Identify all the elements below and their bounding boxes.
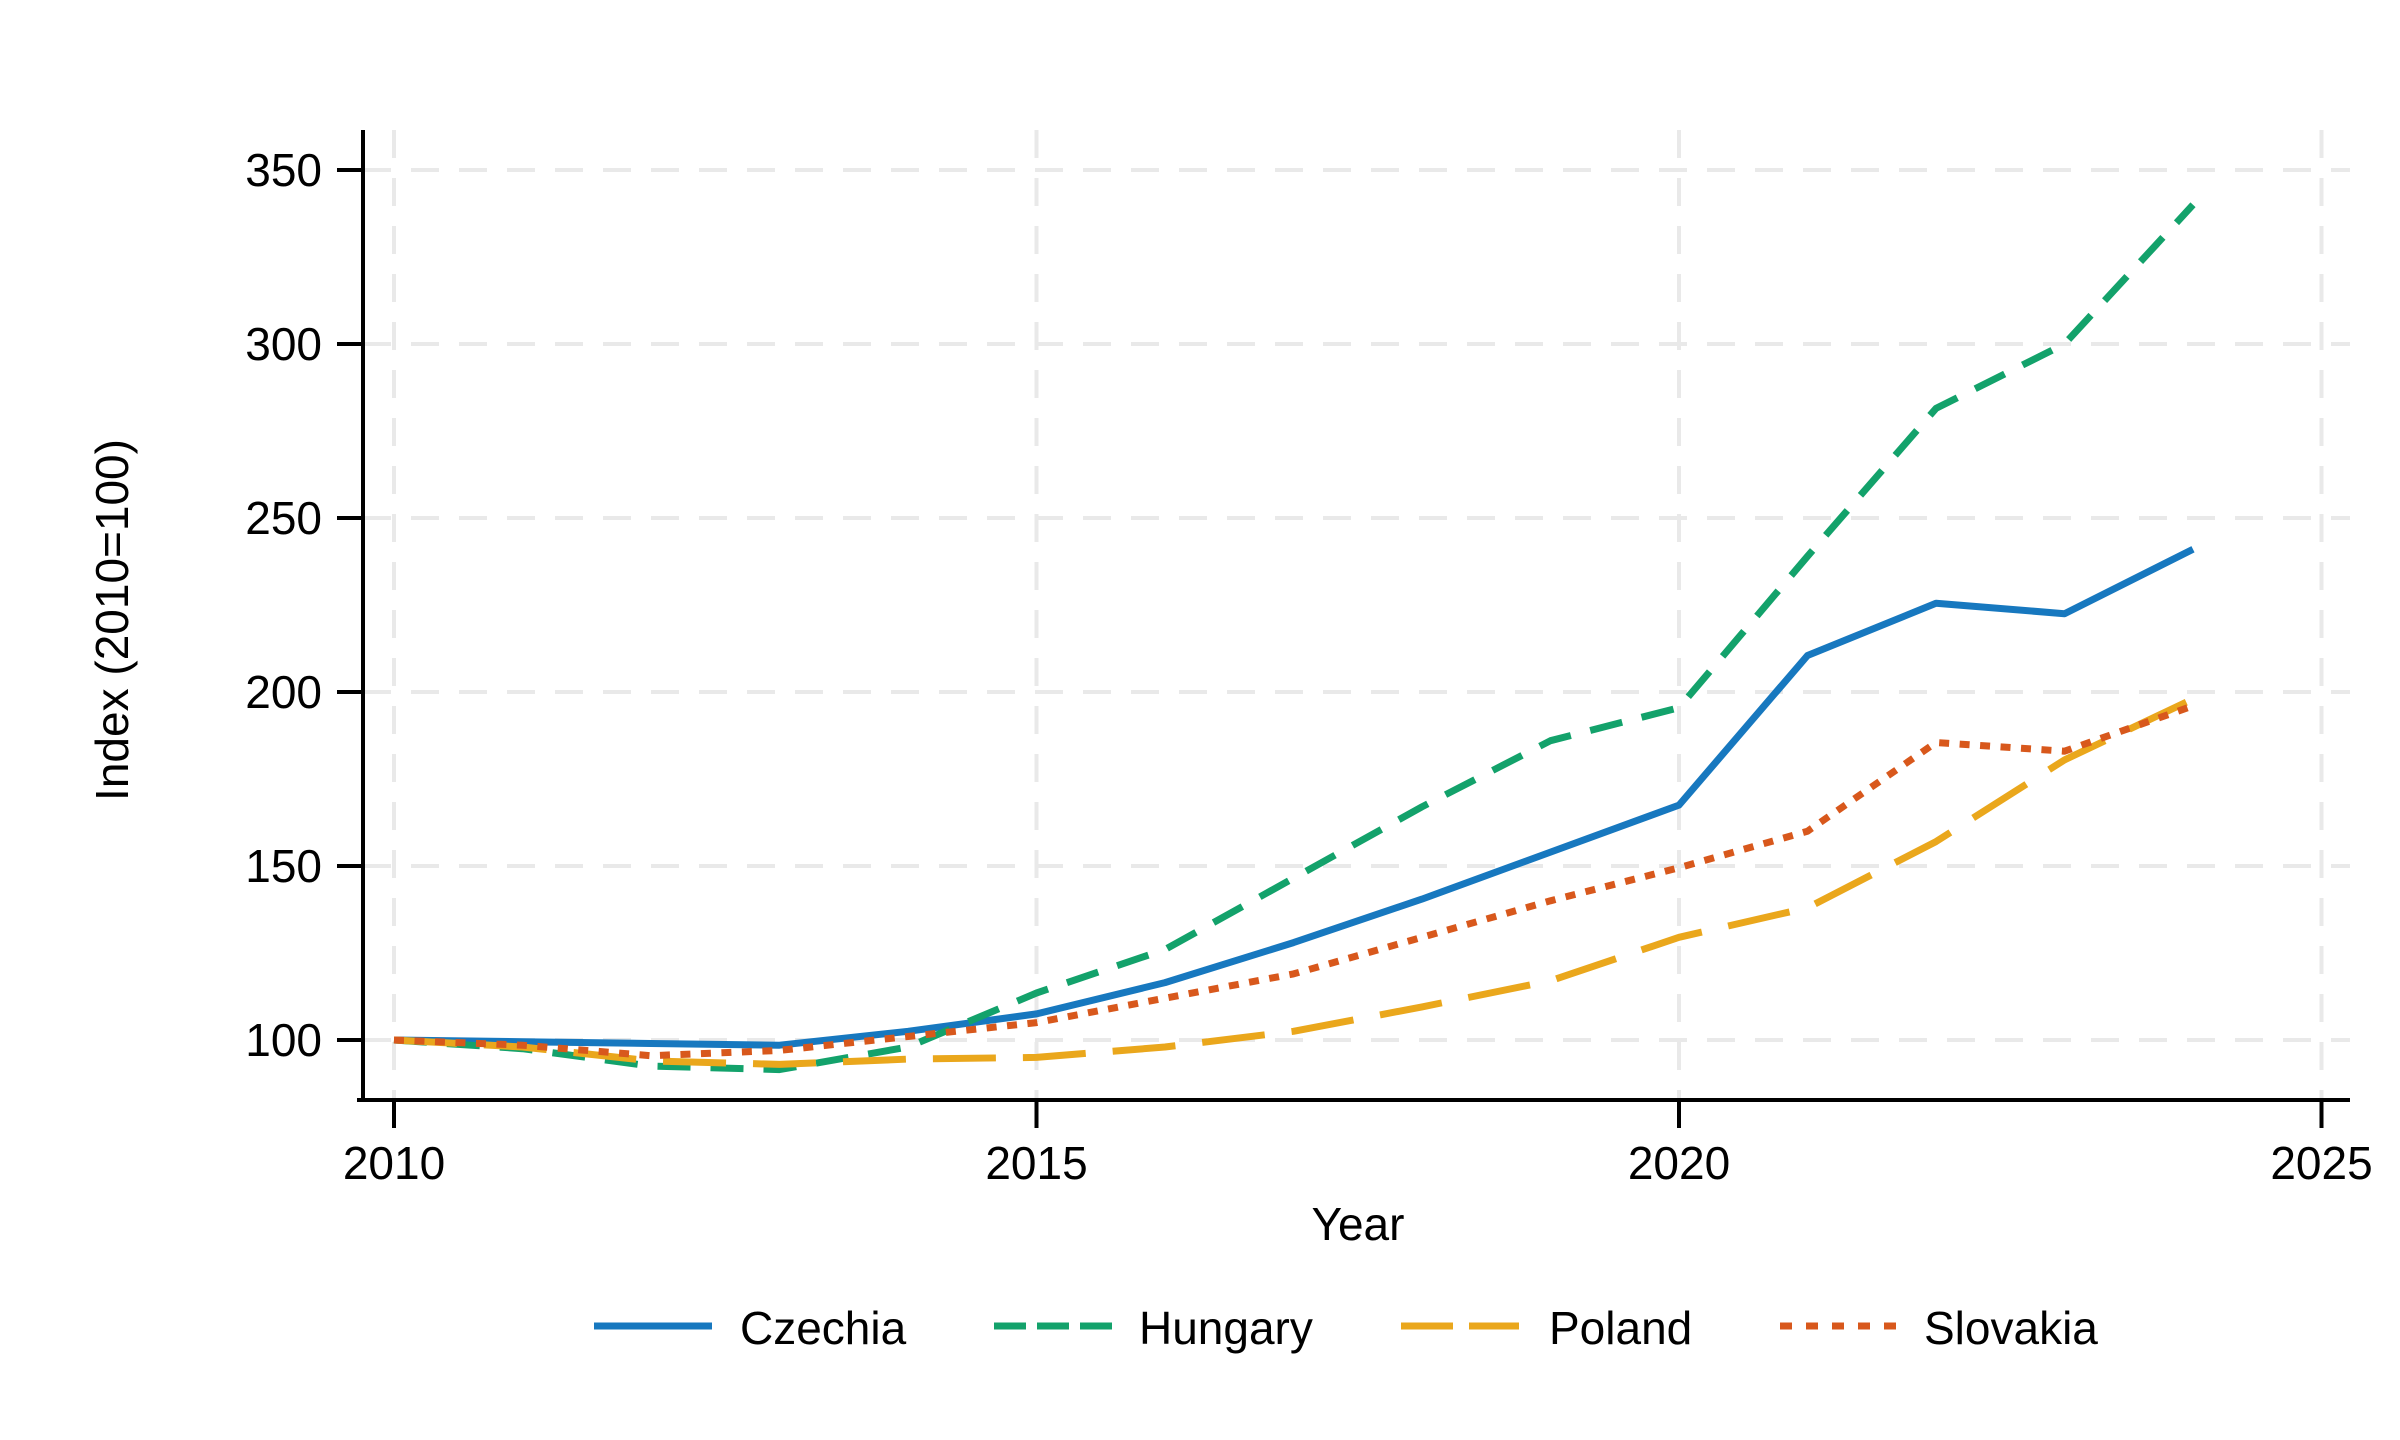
- y-tick-label: 350: [245, 144, 322, 196]
- x-tick-label: 2020: [1628, 1137, 1730, 1189]
- legend-label-czechia: Czechia: [740, 1302, 907, 1354]
- series-line-slovakia: [393, 702, 2195, 1060]
- x-tick-group: 2010 2015 2020 2025: [343, 1100, 2373, 1189]
- series-line-czechia: [393, 546, 2195, 1049]
- x-tick-label: 2015: [985, 1137, 1087, 1189]
- y-tick-label: 100: [245, 1014, 322, 1066]
- legend: Czechia Hungary Poland Slovakia: [594, 1302, 2098, 1354]
- legend-label-hungary: Hungary: [1139, 1302, 1313, 1354]
- y-tick-label: 250: [245, 492, 322, 544]
- y-tick-label: 300: [245, 318, 322, 370]
- series-line-poland: [393, 695, 2195, 1068]
- y-tick-label: 200: [245, 666, 322, 718]
- x-tick-label: 2025: [2270, 1137, 2372, 1189]
- legend-label-poland: Poland: [1549, 1302, 1692, 1354]
- y-tick-label: 150: [245, 840, 322, 892]
- axes: [357, 130, 2350, 1102]
- x-tick-label: 2010: [343, 1137, 445, 1189]
- y-tick-group: 100 150 200 250 300 350: [245, 144, 363, 1066]
- legend-label-slovakia: Slovakia: [1924, 1302, 2098, 1354]
- x-axis-title: Year: [1312, 1198, 1405, 1250]
- series-lines: [393, 202, 2196, 1074]
- gridlines: [363, 130, 2350, 1100]
- y-axis-title: Index (2010=100): [86, 439, 138, 801]
